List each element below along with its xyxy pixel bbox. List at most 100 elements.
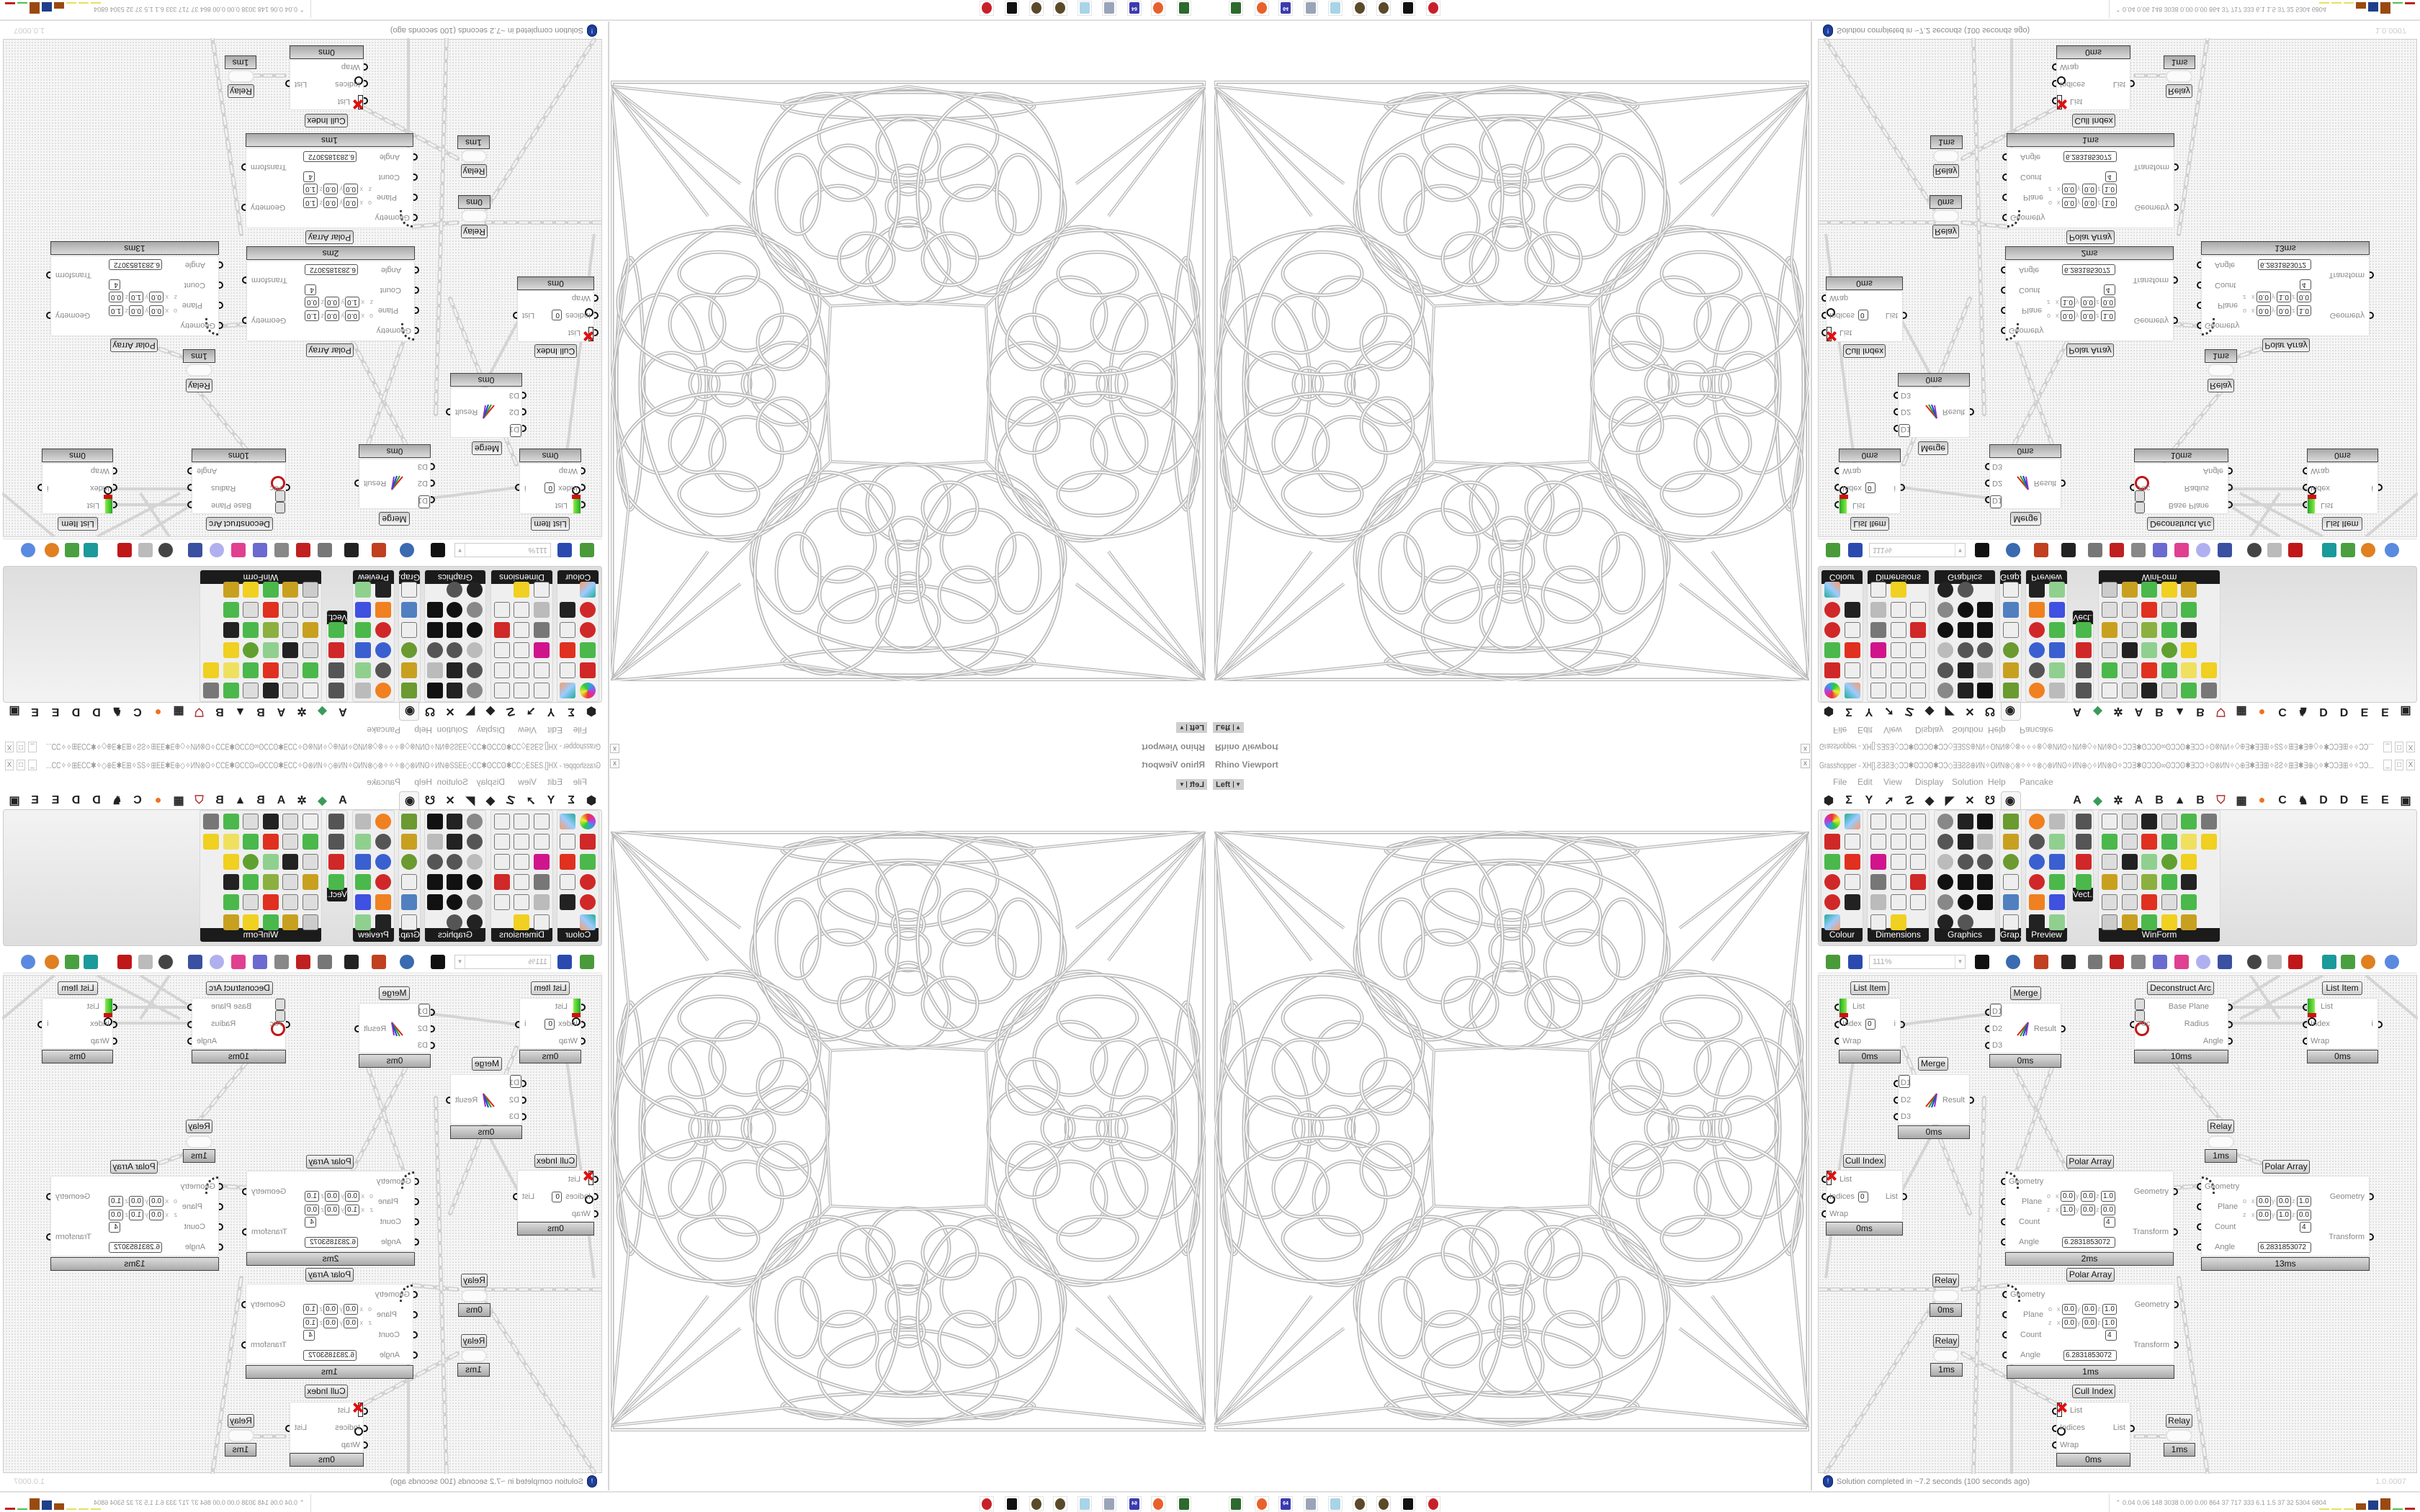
sphere-dark-icon[interactable] [467, 582, 483, 598]
red-arrows-icon[interactable] [328, 854, 344, 870]
relay-title[interactable]: Relay [2208, 379, 2234, 392]
plane-value[interactable]: 0.0 [149, 305, 163, 317]
zoom-input[interactable]: 111% ▼ [454, 955, 551, 969]
save-mountain-icon[interactable] [427, 874, 443, 890]
scroll-icon[interactable] [1102, 1496, 1116, 1511]
package-icon[interactable] [2174, 955, 2189, 969]
shield-icon[interactable]: ⛉ [2216, 706, 2226, 718]
deconstruct-arc-component[interactable]: Arc Base Plane Radius Angle [2130, 463, 2233, 514]
cube-package-icon[interactable] [2141, 622, 2157, 638]
yellow-triangle-icon[interactable] [1890, 582, 1906, 598]
text-t-icon[interactable] [1957, 662, 1973, 678]
cull-index-title[interactable]: Cull Index [305, 114, 348, 127]
display-eye-icon[interactable]: ◉ [2005, 705, 2015, 717]
expand-icon[interactable]: ⌃ [297, 6, 305, 13]
angle-value[interactable]: 6.2831853072 [2063, 1349, 2117, 1361]
polar-array-component[interactable]: Geometry Plane Count Angle Geometry Transform… [2002, 148, 2179, 228]
list-item-component[interactable]: List Index Wrap i [2303, 998, 2383, 1049]
package-icon[interactable] [2174, 543, 2189, 557]
input-port[interactable] [2001, 1238, 2005, 1246]
params-hexagon-icon[interactable]: ⬢ [586, 795, 596, 807]
magenta-swatch-icon[interactable] [1870, 642, 1886, 658]
bar-chart-icon[interactable] [2003, 683, 2019, 698]
line-pen-icon[interactable] [1890, 834, 1906, 850]
red-box-icon[interactable] [117, 955, 132, 969]
rooster-icon[interactable]: ♞ [2298, 705, 2308, 717]
viewport-close-button[interactable]: x [1801, 744, 1810, 753]
preview-eye-icon[interactable] [400, 955, 414, 969]
list-item-component[interactable]: List Index Wrap i 0 [515, 998, 586, 1049]
person-bubble-icon[interactable] [223, 854, 239, 870]
dotted-ring-icon[interactable] [1957, 602, 1973, 618]
plane-value[interactable]: 1.0 [2101, 1190, 2115, 1202]
face-icon[interactable] [2181, 662, 2197, 678]
orange-sphere-icon[interactable] [45, 955, 59, 969]
sketch-pen-icon[interactable] [372, 543, 386, 557]
plane-value[interactable]: 0.0 [2101, 297, 2115, 308]
output-port[interactable] [242, 1188, 246, 1195]
slider-v-icon[interactable] [2141, 894, 2157, 910]
plane-value[interactable]: 1.0 [303, 197, 318, 209]
input-port[interactable] [1821, 1176, 1826, 1183]
input-port[interactable] [2001, 307, 2005, 314]
tree-frame-icon[interactable] [2048, 914, 2065, 930]
wire-cross-icon[interactable] [188, 543, 202, 557]
plane-value[interactable]: 1.0 [2102, 1317, 2117, 1328]
sphere-gray-icon[interactable] [467, 894, 483, 910]
output-port[interactable] [2174, 1341, 2179, 1349]
text-t-icon[interactable] [447, 662, 463, 678]
line-graph-icon[interactable] [401, 622, 417, 638]
input-port[interactable] [1985, 1025, 1989, 1032]
count-value[interactable]: 4 [303, 171, 315, 183]
curve-dim-icon[interactable] [1890, 894, 1906, 910]
rooster-icon[interactable]: ♞ [112, 795, 122, 807]
notepad-icon[interactable] [1077, 1496, 1092, 1511]
puzzle-icon[interactable]: ✲ [2113, 795, 2123, 807]
output-port[interactable] [2130, 1424, 2135, 1432]
angle-dim-icon[interactable] [1890, 874, 1906, 890]
plane-value[interactable]: 0.0 [323, 197, 338, 209]
green-device-icon[interactable] [1229, 1, 1243, 16]
gradient-square-icon[interactable] [1824, 914, 1840, 930]
angle-value[interactable]: 6.2831853072 [2258, 1241, 2311, 1253]
wolf-icon[interactable] [1401, 1, 1415, 16]
red-sphere-icon[interactable] [580, 894, 596, 910]
gha-icon[interactable] [2110, 955, 2124, 969]
params-hexagon-icon[interactable]: ⬢ [1824, 795, 1834, 807]
viewport-close-button[interactable]: x [610, 759, 619, 768]
green-device-icon[interactable] [1177, 1496, 1191, 1511]
hsl-icon[interactable] [560, 854, 576, 870]
calendar-icon[interactable] [302, 914, 318, 930]
chart-green-icon[interactable] [223, 814, 239, 829]
scroll-icon[interactable] [282, 602, 299, 618]
dimension-multi-icon[interactable] [1890, 854, 1906, 870]
mountain-icon[interactable]: ▲ [234, 706, 246, 718]
slider-v-icon[interactable] [263, 602, 279, 618]
blur-dot-icon[interactable] [467, 642, 483, 658]
notepad-icon[interactable] [1328, 1, 1343, 16]
hsv-icon[interactable] [1844, 622, 1860, 638]
arrow-right-bar-icon[interactable] [223, 914, 239, 930]
spectrum-triangle-icon[interactable] [560, 662, 576, 678]
input-port[interactable] [1834, 1020, 1839, 1028]
input-port[interactable] [2303, 467, 2307, 474]
search-icon[interactable] [253, 955, 267, 969]
count-value[interactable]: 4 [305, 1216, 316, 1228]
green-window-icon[interactable] [223, 894, 239, 910]
arrow-right-bar-icon[interactable] [223, 582, 239, 598]
maths-sigma-icon[interactable]: Σ [568, 794, 575, 806]
polar-array-title[interactable]: Polar Array [110, 338, 158, 352]
mesh-icon[interactable]: ◤ [1945, 705, 1955, 717]
green-grid-icon[interactable] [243, 662, 259, 678]
letter-e-icon[interactable]: E [2360, 794, 2369, 806]
plane-value[interactable]: 1.0 [109, 305, 123, 317]
merge-title[interactable]: Merge [2010, 986, 2041, 1000]
bar-chart-icon[interactable] [401, 814, 417, 829]
surface-icon[interactable]: ◆ [485, 795, 496, 807]
output-port[interactable] [2174, 1188, 2178, 1195]
red-cube-icon[interactable] [580, 662, 596, 678]
maximize-button[interactable]: □ [17, 760, 25, 770]
canvas-image-icon[interactable] [2131, 955, 2146, 969]
expand-icon[interactable]: ⌃ [297, 1499, 305, 1506]
dotted-box-icon[interactable]: ▣ [2400, 705, 2411, 717]
